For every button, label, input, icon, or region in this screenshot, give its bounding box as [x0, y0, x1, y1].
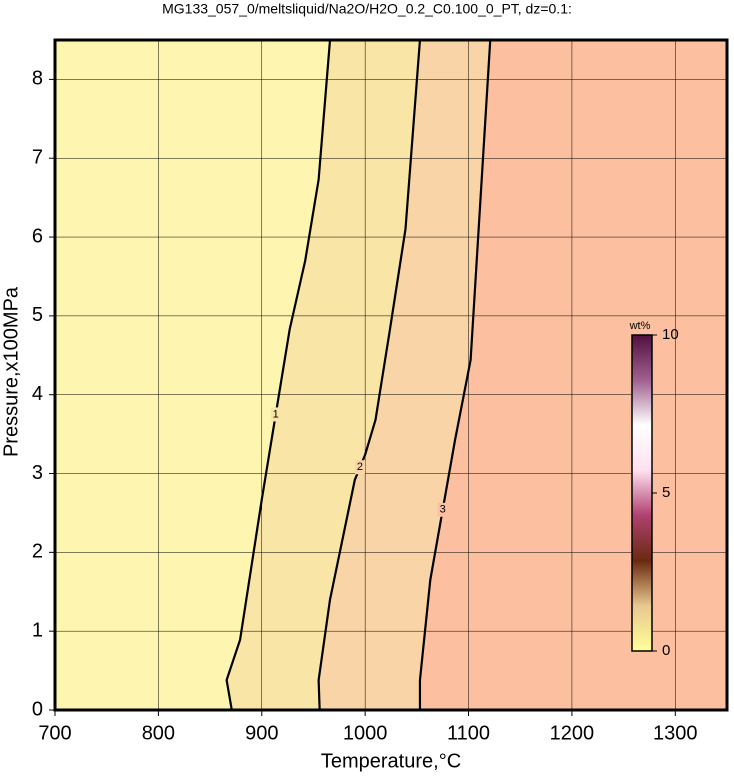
y-tick-label: 4: [32, 383, 43, 405]
contour-label: 3: [440, 504, 446, 516]
x-axis-label: Temperature,°C: [321, 750, 461, 772]
y-axis-label: Pressure,x100MPa: [0, 286, 22, 457]
x-tick-label: 800: [142, 722, 175, 744]
plot-frame: [53, 38, 729, 712]
y-tick-label: 8: [32, 68, 43, 90]
y-tick-label: 3: [32, 462, 43, 484]
colorbar-tick-label: 5: [662, 484, 670, 501]
contour-label: 1: [273, 408, 279, 420]
y-tick-label: 6: [32, 225, 43, 247]
colorbar-tick-label: 0: [662, 642, 670, 659]
x-tick-label: 1300: [653, 722, 698, 744]
y-tick-label: 7: [32, 147, 43, 169]
chart-title: MG133_057_0/meltsliquid/Na2O/H2O_0.2_C0.…: [162, 1, 572, 17]
y-tick-label: 5: [32, 304, 43, 326]
y-tick-label: 2: [32, 541, 43, 563]
y-tick-label: 1: [32, 619, 43, 641]
x-tick-label: 1200: [550, 722, 595, 744]
contour-label-bg: [270, 407, 281, 422]
x-tick-label: 1100: [447, 722, 490, 744]
contour-line: [317, 39, 422, 711]
y-tick-label: 0: [32, 698, 43, 720]
x-tick-label: 1000: [343, 722, 388, 744]
x-tick-label: 900: [245, 722, 278, 744]
colorbar-label: wt%: [629, 320, 651, 332]
colorbar-tick-label: 10: [662, 326, 679, 343]
colorbar: [631, 334, 653, 652]
contour-label: 2: [357, 461, 363, 473]
x-tick-label: 700: [38, 722, 71, 744]
contour-label-bg: [354, 460, 365, 475]
contour-label-bg: [437, 502, 448, 517]
